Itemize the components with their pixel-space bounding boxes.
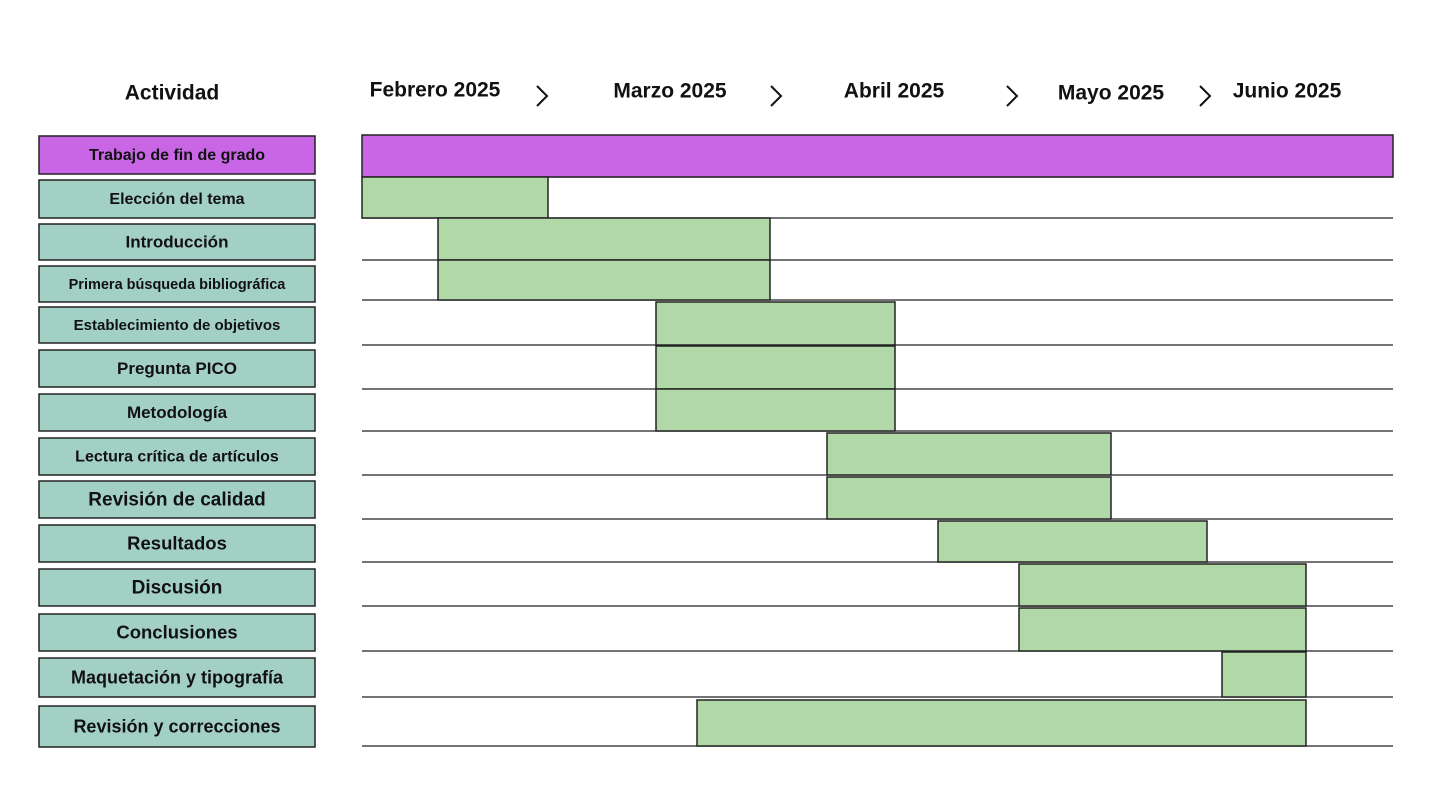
- task-label: Lectura crítica de artículos: [75, 449, 279, 466]
- task-label-box: [38, 349, 316, 388]
- month-label: Febrero 2025: [370, 79, 501, 102]
- task-label: Trabajo de fin de grado: [89, 147, 265, 164]
- month-label: Mayo 2025: [1058, 82, 1165, 105]
- task-label: Introducción: [126, 232, 229, 251]
- task-label: Primera búsqueda bibliográfica: [69, 277, 287, 293]
- month-label: Junio 2025: [1233, 80, 1342, 103]
- task-label-box: [38, 657, 316, 698]
- task-bar: [361, 176, 549, 219]
- task-label: Discusión: [132, 578, 223, 599]
- task-label: Conclusiones: [116, 621, 237, 642]
- task-bar: [1221, 651, 1307, 698]
- task-bar: [655, 345, 896, 390]
- task-bar: [937, 520, 1208, 563]
- task-label: Revisión y correcciones: [73, 716, 280, 736]
- arrow: [1199, 85, 1212, 107]
- arrow: [1006, 85, 1019, 107]
- task-bar: [655, 301, 896, 346]
- task-label-box: [38, 306, 316, 344]
- task-label-box: [38, 480, 316, 519]
- task-label-box: [38, 568, 316, 607]
- task-bar: [1018, 607, 1307, 652]
- task-label-box: [38, 393, 316, 432]
- task-label: Metodología: [127, 403, 228, 422]
- task-bar: [361, 134, 1394, 178]
- task-label-box: [38, 179, 316, 219]
- task-label-box: [38, 524, 316, 563]
- task-bar: [437, 217, 771, 261]
- task-label-box: [38, 265, 316, 303]
- task-label-box: [38, 223, 316, 261]
- task-label-box: [38, 135, 316, 175]
- month-label: Marzo 2025: [613, 80, 727, 103]
- task-label-box: [38, 613, 316, 652]
- task-bar: [826, 432, 1112, 476]
- task-label: Revisión de calidad: [88, 490, 265, 511]
- task-bar: [1018, 563, 1307, 607]
- task-label: Resultados: [127, 532, 227, 553]
- task-label-box: [38, 437, 316, 476]
- task-label-box: [38, 705, 316, 748]
- task-label: Elección del tema: [109, 191, 244, 208]
- activity-header: Actividad: [125, 82, 220, 105]
- task-bar: [826, 476, 1112, 520]
- task-bar: [437, 259, 771, 301]
- month-label: Abril 2025: [844, 80, 945, 103]
- task-bar: [696, 699, 1307, 747]
- task-label: Pregunta PICO: [117, 359, 237, 378]
- arrow: [770, 85, 783, 107]
- task-label: Establecimiento de objetivos: [74, 317, 281, 334]
- task-label: Maquetación y tipografía: [71, 667, 284, 687]
- task-bar: [655, 388, 896, 432]
- arrow: [536, 85, 549, 107]
